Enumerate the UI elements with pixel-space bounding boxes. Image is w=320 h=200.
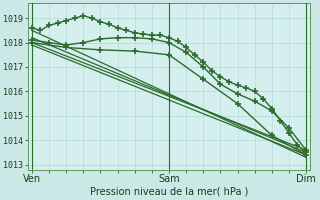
X-axis label: Pression niveau de la mer( hPa ): Pression niveau de la mer( hPa ) <box>90 187 248 197</box>
